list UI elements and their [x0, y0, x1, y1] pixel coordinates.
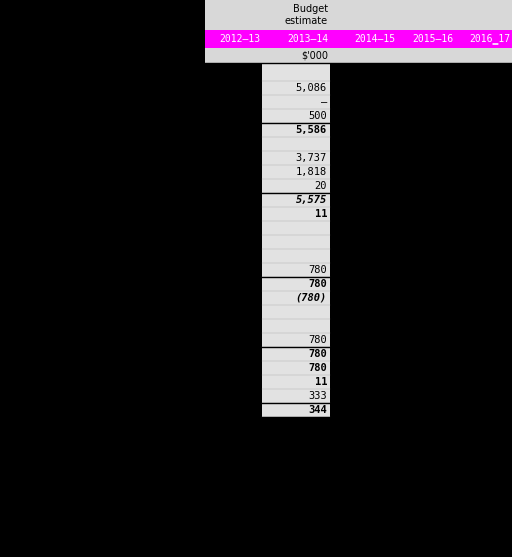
Text: 780: 780 [308, 363, 327, 373]
Bar [262, 95, 330, 109]
Bar [262, 347, 330, 361]
Text: 780: 780 [308, 335, 327, 345]
Bar [262, 235, 330, 249]
Text: $'000: $'000 [301, 51, 328, 61]
Bar [262, 333, 330, 347]
Bar [262, 179, 330, 193]
Bar [262, 291, 330, 305]
Text: 11: 11 [314, 377, 327, 387]
Bar [205, 48, 512, 63]
Text: 11: 11 [314, 209, 327, 219]
Bar [205, 30, 512, 48]
Bar [262, 165, 330, 179]
Text: (780): (780) [296, 293, 327, 303]
Text: 333: 333 [308, 391, 327, 401]
Text: –: – [321, 97, 327, 107]
Bar [262, 389, 330, 403]
Bar [262, 109, 330, 123]
Bar [262, 63, 330, 81]
Bar [262, 137, 330, 151]
Bar [205, 0, 512, 30]
Bar [262, 361, 330, 375]
Bar [262, 319, 330, 333]
Bar [262, 277, 330, 291]
Text: 2014–15: 2014–15 [354, 34, 395, 44]
Text: 500: 500 [308, 111, 327, 121]
Bar [262, 305, 330, 319]
Bar [262, 249, 330, 263]
Bar [262, 221, 330, 235]
Bar [262, 403, 330, 417]
Text: 2013–14: 2013–14 [287, 34, 328, 44]
Text: 2012–13: 2012–13 [219, 34, 260, 44]
Text: 780: 780 [308, 265, 327, 275]
Bar [262, 123, 330, 137]
Bar [262, 263, 330, 277]
Text: 2016‗17: 2016‗17 [469, 33, 510, 45]
Text: 5,575: 5,575 [296, 195, 327, 205]
Bar [262, 151, 330, 165]
Bar [262, 375, 330, 389]
Text: 1,818: 1,818 [296, 167, 327, 177]
Bar [262, 193, 330, 207]
Text: 780: 780 [308, 279, 327, 289]
Text: 5,086: 5,086 [296, 83, 327, 93]
Text: 20: 20 [314, 181, 327, 191]
Bar [262, 207, 330, 221]
Text: Budget
estimate: Budget estimate [285, 4, 328, 26]
Text: 5,586: 5,586 [296, 125, 327, 135]
Text: 780: 780 [308, 349, 327, 359]
Text: 344: 344 [308, 405, 327, 415]
Text: 2015–16: 2015–16 [412, 34, 453, 44]
Bar [262, 81, 330, 95]
Text: 3,737: 3,737 [296, 153, 327, 163]
